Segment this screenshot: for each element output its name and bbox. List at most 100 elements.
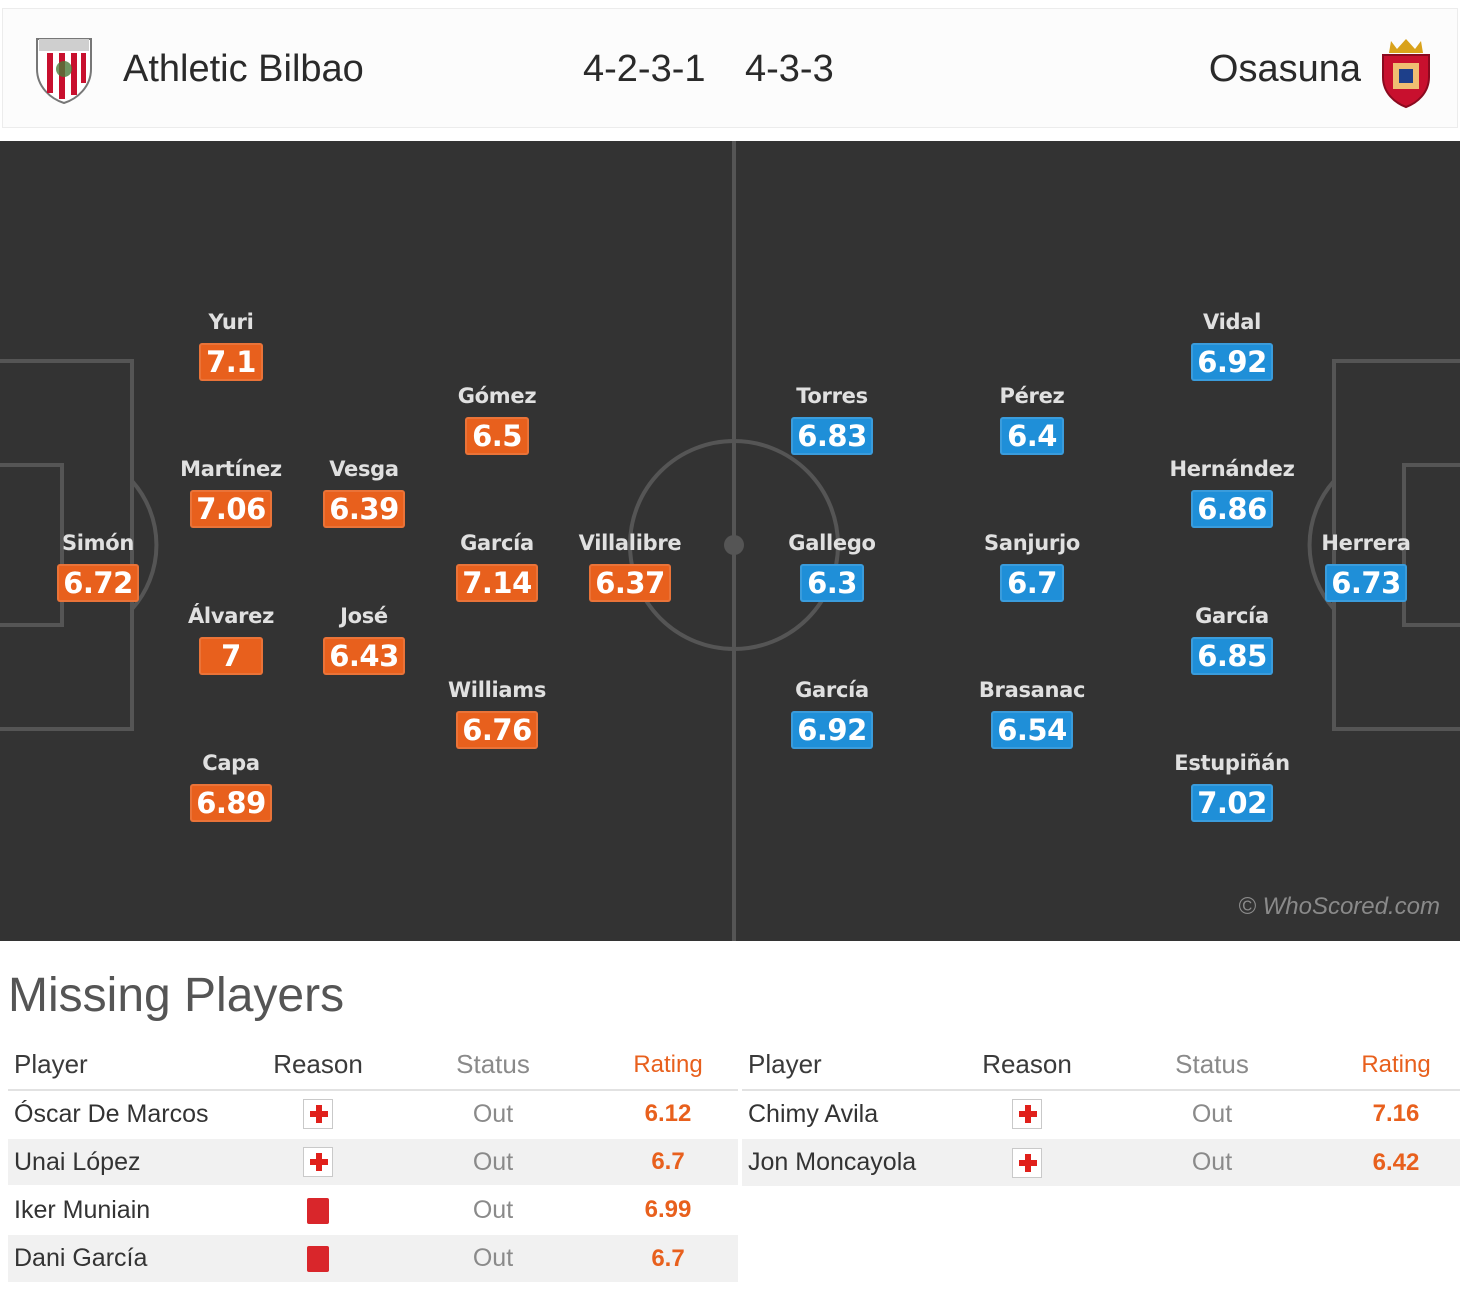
pitch-markings	[0, 141, 1460, 941]
missing-players-title: Missing Players	[8, 969, 345, 1022]
missing-player-name[interactable]: Jon Moncayola	[742, 1137, 962, 1186]
player-name: Yuri	[208, 310, 254, 334]
away-player-garcia-forward[interactable]: García 6.92	[747, 677, 917, 753]
red-card-icon	[307, 1197, 329, 1224]
home-player-alvarez[interactable]: Álvarez 7	[146, 603, 316, 679]
away-player-hernandez[interactable]: Hernández 6.86	[1147, 456, 1317, 532]
table-row: Iker Muniain Out 6.99	[8, 1185, 738, 1234]
table-row: Chimy Avila Out 7.16	[742, 1089, 1460, 1138]
away-player-torres[interactable]: Torres 6.83	[747, 383, 917, 459]
player-name: Sanjurjo	[984, 531, 1080, 555]
missing-player-rating: 6.12	[598, 1089, 738, 1138]
away-player-sanjurjo[interactable]: Sanjurjo 6.7	[947, 530, 1117, 606]
player-rating: 6.86	[1191, 490, 1273, 528]
away-player-herrera[interactable]: Herrera 6.73	[1281, 530, 1451, 606]
table-row: Óscar De Marcos Out 6.12	[8, 1089, 738, 1138]
away-missing-table: Player Reason Status Rating Chimy Avila …	[742, 1040, 1460, 1186]
player-rating: 6.92	[1191, 343, 1273, 381]
away-player-vidal[interactable]: Vidal 6.92	[1147, 309, 1317, 385]
player-rating: 6.5	[465, 417, 529, 455]
home-team-name[interactable]: Athletic Bilbao	[123, 48, 364, 90]
table-row: Jon Moncayola Out 6.42	[742, 1137, 1460, 1186]
home-player-gomez[interactable]: Gómez 6.5	[412, 383, 582, 459]
player-rating: 6.89	[190, 784, 272, 822]
player-name: Simón	[61, 531, 135, 555]
away-player-perez[interactable]: Pérez 6.4	[947, 383, 1117, 459]
player-rating: 6.3	[800, 564, 864, 602]
missing-player-name[interactable]: Dani García	[8, 1233, 248, 1282]
player-name: Gómez	[457, 384, 537, 408]
away-team-name[interactable]: Osasuna	[1208, 48, 1361, 90]
column-header-player[interactable]: Player	[8, 1040, 248, 1091]
player-rating: 6.83	[791, 417, 873, 455]
pitch: Simón 6.72 Yuri 7.1 Martínez 7.06 Álvare…	[0, 141, 1460, 941]
player-name: García	[795, 678, 869, 702]
missing-player-status: Out	[388, 1185, 598, 1234]
player-name: Vidal	[1203, 310, 1261, 334]
missing-player-name[interactable]: Iker Muniain	[8, 1185, 248, 1234]
player-rating: 6.72	[57, 564, 139, 602]
home-player-yuri[interactable]: Yuri 7.1	[146, 309, 316, 385]
missing-player-name[interactable]: Chimy Avila	[742, 1089, 962, 1138]
away-formation: 4-3-3	[745, 48, 834, 90]
athletic-bilbao-crest-icon[interactable]	[33, 35, 95, 105]
home-player-villalibre[interactable]: Villalibre 6.37	[545, 530, 715, 606]
player-rating: 6.85	[1191, 637, 1273, 675]
missing-player-name[interactable]: Unai López	[8, 1137, 248, 1186]
missing-player-status: Out	[1092, 1089, 1332, 1138]
red-card-icon	[307, 1246, 329, 1273]
player-name: Álvarez	[187, 604, 275, 628]
missing-player-name[interactable]: Óscar De Marcos	[8, 1089, 248, 1138]
player-name: Martínez	[180, 457, 282, 481]
column-header-status[interactable]: Status	[388, 1040, 598, 1091]
player-rating: 6.92	[791, 711, 873, 749]
player-name: Capa	[202, 751, 260, 775]
away-player-estupinan[interactable]: Estupiñán 7.02	[1147, 750, 1317, 826]
home-missing-table: Player Reason Status Rating Óscar De Mar…	[8, 1040, 738, 1282]
column-header-status[interactable]: Status	[1092, 1040, 1332, 1091]
missing-player-status: Out	[388, 1089, 598, 1138]
column-header-reason[interactable]: Reason	[962, 1040, 1092, 1091]
missing-player-rating: 6.42	[1332, 1137, 1460, 1186]
home-formation: 4-2-3-1	[583, 48, 706, 90]
player-name: García	[460, 531, 534, 555]
player-name: Vesga	[329, 457, 399, 481]
home-player-jose[interactable]: José 6.43	[279, 603, 449, 679]
injury-icon	[1012, 1147, 1042, 1178]
table-header-row: Player Reason Status Rating	[8, 1040, 738, 1091]
column-header-rating[interactable]: Rating	[1332, 1040, 1460, 1091]
player-rating: 6.4	[1000, 417, 1064, 455]
home-player-vesga[interactable]: Vesga 6.39	[279, 456, 449, 532]
player-rating: 7.02	[1191, 784, 1273, 822]
column-header-player[interactable]: Player	[742, 1040, 962, 1091]
table-header-row: Player Reason Status Rating	[742, 1040, 1460, 1091]
home-player-simon[interactable]: Simón 6.72	[13, 530, 183, 606]
player-name: Herrera	[1321, 531, 1411, 555]
player-name: Torres	[796, 384, 868, 408]
away-player-gallego[interactable]: Gallego 6.3	[747, 530, 917, 606]
table-row: Unai López Out 6.7	[8, 1137, 738, 1186]
osasuna-crest-icon[interactable]	[1377, 35, 1435, 111]
player-name: Pérez	[999, 384, 1065, 408]
missing-player-status: Out	[388, 1233, 598, 1282]
missing-player-status: Out	[388, 1137, 598, 1186]
player-name: Brasanac	[978, 678, 1086, 702]
away-player-brasanac[interactable]: Brasanac 6.54	[947, 677, 1117, 753]
player-name: García	[1195, 604, 1269, 628]
home-player-capa[interactable]: Capa 6.89	[146, 750, 316, 826]
home-player-martinez[interactable]: Martínez 7.06	[146, 456, 316, 532]
injury-icon	[303, 1099, 333, 1130]
player-rating: 6.37	[589, 564, 671, 602]
player-name: Villalibre	[578, 531, 682, 555]
player-name: Williams	[447, 678, 547, 702]
column-header-reason[interactable]: Reason	[248, 1040, 388, 1091]
player-rating: 6.43	[323, 637, 405, 675]
column-header-rating[interactable]: Rating	[598, 1040, 738, 1091]
away-player-garcia-defender[interactable]: García 6.85	[1147, 603, 1317, 679]
player-rating: 6.76	[456, 711, 538, 749]
home-player-williams[interactable]: Williams 6.76	[412, 677, 582, 753]
home-player-garcia[interactable]: García 7.14	[412, 530, 582, 606]
player-rating: 7.06	[190, 490, 272, 528]
watermark: © WhoScored.com	[1238, 893, 1440, 920]
player-rating: 7.1	[199, 343, 263, 381]
